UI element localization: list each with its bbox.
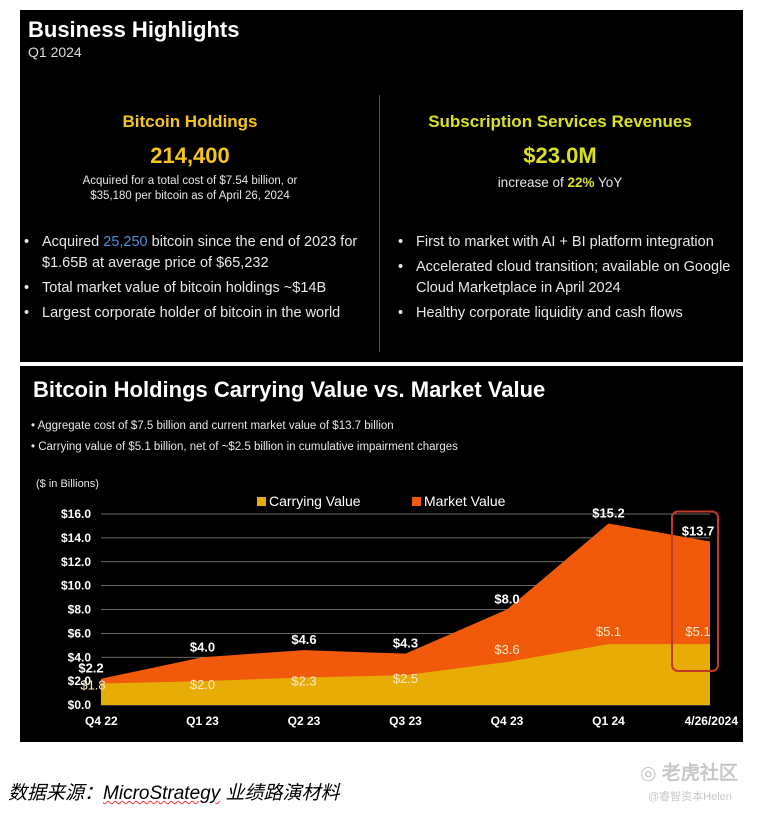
market-value-label: $4.3 <box>393 636 418 651</box>
bullet-dot-icon: • <box>24 305 30 321</box>
bitcoin-bullet-3: • Largest corporate holder of bitcoin in … <box>22 303 367 324</box>
x-tick-label: Q3 23 <box>389 714 422 728</box>
highlights-title: Business Highlights <box>28 17 240 42</box>
chart-data-labels: $2.2 $4.0 $4.6 $4.3 $8.0 $15.2 $13.7 $1.8 $2.0 $2… <box>78 506 719 693</box>
y-tick-label: $0.0 <box>68 698 92 712</box>
column-divider <box>379 95 380 352</box>
bitcoin-bullets: • Acquired 25,250 bitcoin since the end o… <box>22 232 367 328</box>
legend-label: Carrying Value <box>269 493 361 509</box>
legend-label: Market Value <box>424 493 506 509</box>
legend-swatch <box>412 497 421 506</box>
y-tick-label: $12.0 <box>61 555 91 569</box>
carrying-value-label: $2.0 <box>190 677 215 692</box>
watermark-logo-icon: ◎ <box>640 763 662 784</box>
growth-percent: 22% <box>567 175 595 190</box>
y-tick-label: $8.0 <box>68 603 92 617</box>
market-value-label: $15.2 <box>592 506 625 521</box>
bitcoin-holdings-heading: Bitcoin Holdings <box>122 112 258 131</box>
subscription-revenues-value: $23.0M <box>523 143 597 168</box>
market-value-label: $2.2 <box>78 661 103 676</box>
subscription-growth: increase of 22% YoY <box>497 175 623 190</box>
market-value-label: $4.0 <box>190 639 215 654</box>
carrying-vs-market-slide: Bitcoin Holdings Carrying Value vs. Mark… <box>20 366 743 742</box>
y-tick-label: $4.0 <box>68 650 92 664</box>
bullet-dot-icon: • <box>398 234 404 250</box>
subscription-bullet-1: • First to market with AI + BI platform i… <box>396 232 736 253</box>
acquired-btc-count: 25,250 <box>103 234 148 250</box>
x-tick-label: 4/26/2024 <box>685 714 739 728</box>
market-value-label: $4.6 <box>291 632 316 647</box>
subscription-bullet-2: • Accelerated cloud transition; available… <box>398 259 731 296</box>
chart-legend: Carrying Value Market Value <box>257 493 506 509</box>
y-tick-label: $10.0 <box>61 579 91 593</box>
bitcoin-cost-detail: Acquired for a total cost of $7.54 billi… <box>20 174 360 204</box>
carrying-value-label: $3.6 <box>494 642 519 657</box>
carrying-value-label: $5.1 <box>596 624 621 639</box>
bitcoin-bullet-2: • Total market value of bitcoin holdings … <box>22 278 367 299</box>
watermark-sub: @睿智资本Helen <box>648 791 732 803</box>
carrying-value-label: $2.3 <box>291 674 316 689</box>
carrying-value-area <box>101 644 710 705</box>
market-value-label: $13.7 <box>682 523 715 538</box>
chart-unit-label: ($ in Billions) <box>36 478 99 490</box>
latest-value-highlight-box <box>671 510 719 672</box>
area-chart: $2.2$4.0 $4.6 $4.3$8.0$15.2$13.7$1.8 $2.0 $2… <box>61 493 738 728</box>
chart-note-2: • Carrying value of $5.1 billion, net of… <box>31 441 458 453</box>
y-tick-label: $16.0 <box>61 507 91 521</box>
source-brand: MicroStrategy <box>103 783 221 804</box>
bullet-dot-icon: • <box>24 280 30 296</box>
bitcoin-holdings-value: 214,400 <box>150 143 230 168</box>
subscription-bullet-3: • Healthy corporate liquidity and cash fl… <box>396 303 736 324</box>
y-tick-label: $6.0 <box>68 626 92 640</box>
x-tick-label: Q4 22 <box>85 714 118 728</box>
bitcoin-cost-detail-line1: Acquired for a total cost of $7.54 billi… <box>82 175 298 187</box>
x-tick-label: Q4 23 <box>491 714 524 728</box>
y-tick-label: $2.0 <box>68 674 92 688</box>
chart-areas <box>101 523 710 705</box>
source-caption: 数据来源：MicroStrategy 业绩路演材料 <box>8 783 340 804</box>
x-tick-label: Q2 23 <box>288 714 321 728</box>
bullet-dot-icon: • <box>398 305 404 321</box>
carrying-value-label: $1.8 <box>80 678 105 693</box>
highlights-subtitle: Q1 2024 <box>28 44 82 60</box>
carrying-value-label: $2.5 <box>393 671 418 686</box>
bullet-dot-icon: • <box>398 259 404 275</box>
bullet-dot-icon: • <box>24 234 30 250</box>
market-value-label: $8.0 <box>494 592 519 607</box>
bitcoin-bullet-1: • Acquired 25,250 bitcoin since the end o… <box>24 234 358 271</box>
carrying-value-label: $5.1 <box>685 624 710 639</box>
x-tick-label: Q1 23 <box>186 714 219 728</box>
chart-title: Bitcoin Holdings Carrying Value vs. Mark… <box>33 377 546 402</box>
legend-swatch <box>257 497 266 506</box>
chart-note-1: • Aggregate cost of $7.5 billion and cur… <box>31 420 394 432</box>
chart-axes: $0.0 $2.0 $4.0 $6.0 $8.0 $10.0 $12.0 $14.0 $16.0… <box>61 507 738 728</box>
bitcoin-cost-detail-line2: $35,180 per bitcoin as of April 26, 2024 <box>90 190 290 202</box>
watermark-main: ◎ 老虎社区 <box>640 763 738 784</box>
subscription-bullets: • First to market with AI + BI platform i… <box>396 232 736 328</box>
y-tick-label: $14.0 <box>61 531 91 545</box>
x-tick-label: Q1 24 <box>592 714 625 728</box>
business-highlights-slide: Business Highlights Q1 2024 Bitcoin Hold… <box>20 10 743 362</box>
subscription-revenues-heading: Subscription Services Revenues <box>428 112 692 131</box>
